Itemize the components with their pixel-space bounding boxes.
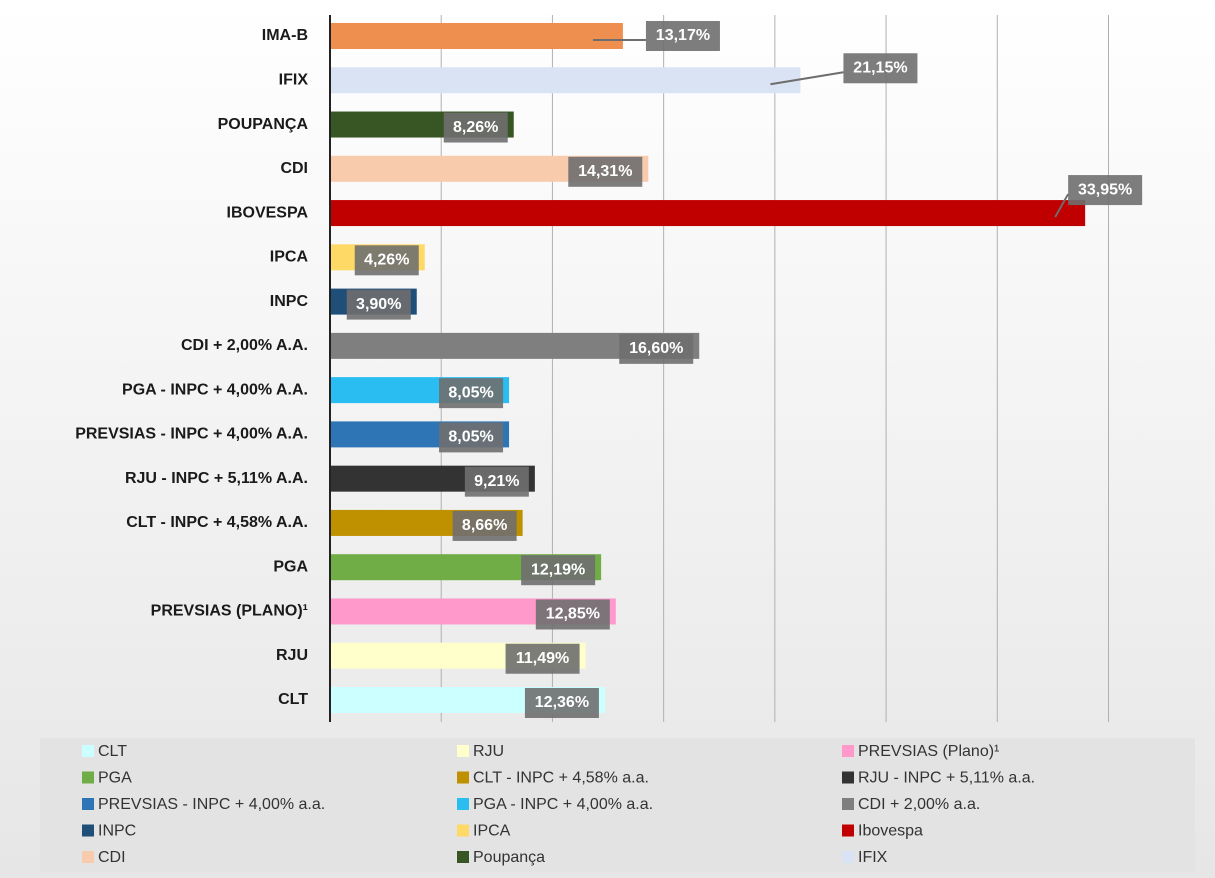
legend-label: RJU [473,743,504,760]
legend-label: IPCA [473,823,511,840]
legend-label: CDI + 2,00% a.a. [858,796,980,813]
value-label-box [354,245,419,276]
bar [330,200,1086,227]
y-tick-label: PGA - INPC + 4,00% A.A. [122,381,308,398]
legend-marker [457,798,469,810]
y-tick-label: IFIX [279,71,309,88]
value-label-box [439,422,504,453]
y-tick-label: POUPANÇA [218,116,309,133]
value-label: 13,17% [656,27,710,44]
y-tick-label: CDI + 2,00% A.A. [181,337,308,354]
legend-label: Ibovespa [858,823,923,840]
value-label-box [521,555,596,586]
value-label: 16,60% [629,340,683,357]
value-label-box [443,112,508,143]
legend-label: INPC [98,823,136,840]
y-tick-label: IPCA [270,249,309,266]
value-label: 12,85% [546,606,600,623]
value-label: 33,95% [1078,181,1132,198]
value-label-box [439,378,504,409]
legend-marker [842,824,854,837]
legend-label: Poupança [473,849,545,866]
legend-label: CDI [98,849,126,866]
value-label-box [346,289,411,320]
y-tick-label: INPC [270,293,309,310]
legend-marker [457,851,469,863]
value-label: 11,49% [516,650,569,667]
legend-marker [842,851,854,863]
legend-label: PREVSIAS (Plano)¹ [858,743,999,760]
legend-label: IFIX [858,849,888,866]
value-label-box [452,510,517,541]
value-label: 12,19% [531,561,585,578]
value-label: 3,90% [356,296,401,313]
legend-label: PGA [98,770,132,787]
value-label-box [535,599,610,630]
value-label-box [1068,175,1143,206]
value-label-box [843,53,918,84]
value-label: 8,05% [448,429,493,446]
y-tick-label: IMA-B [262,27,308,44]
legend-box [40,738,1195,872]
value-label-box [619,333,694,364]
value-label: 9,21% [474,473,519,490]
y-tick-label: CDI [280,160,308,177]
leader-line [770,71,844,86]
legend-marker [842,771,854,784]
legend-label: CLT [98,743,127,760]
leader-line [1054,193,1070,218]
value-label: 12,36% [535,694,589,711]
legend-marker [82,745,94,757]
y-tick-label: PGA [273,558,308,575]
legend-marker [842,745,854,757]
legend-marker [457,824,469,837]
legend-label: PGA - INPC + 4,00% a.a. [473,796,653,813]
y-tick-label: CLT [278,691,308,708]
legend-label: CLT - INPC + 4,58% a.a. [473,770,649,787]
value-label: 14,31% [578,163,632,180]
legend-marker [457,745,469,757]
value-label-box [568,156,643,187]
value-label: 21,15% [853,59,907,76]
legend-label: RJU - INPC + 5,11% a.a. [858,770,1035,787]
value-label: 8,66% [462,517,507,534]
value-label-box [505,643,580,674]
y-tick-label: RJU [276,647,308,664]
y-tick-label: PREVSIAS (PLANO)¹ [151,603,308,620]
value-label: 4,26% [364,252,409,269]
value-label-box [645,21,720,51]
value-label: 8,05% [448,384,493,401]
bar [330,23,623,49]
legend-marker [82,851,94,863]
value-label: 8,26% [453,119,498,136]
y-tick-label: PREVSIAS - INPC + 4,00% A.A. [75,426,308,443]
value-label-box [464,466,529,497]
y-tick-label: RJU - INPC + 5,11% A.A. [125,470,308,487]
legend-marker [457,771,469,784]
bar [330,67,801,94]
legend-marker [82,824,94,837]
legend-marker [82,771,94,784]
y-tick-label: IBOVESPA [227,204,309,221]
legend-marker [82,798,94,810]
legend-label: PREVSIAS - INPC + 4,00% a.a. [98,796,325,813]
legend-marker [842,798,854,810]
y-tick-label: CLT - INPC + 4,58% A.A. [126,514,308,531]
value-label-box [524,688,599,718]
